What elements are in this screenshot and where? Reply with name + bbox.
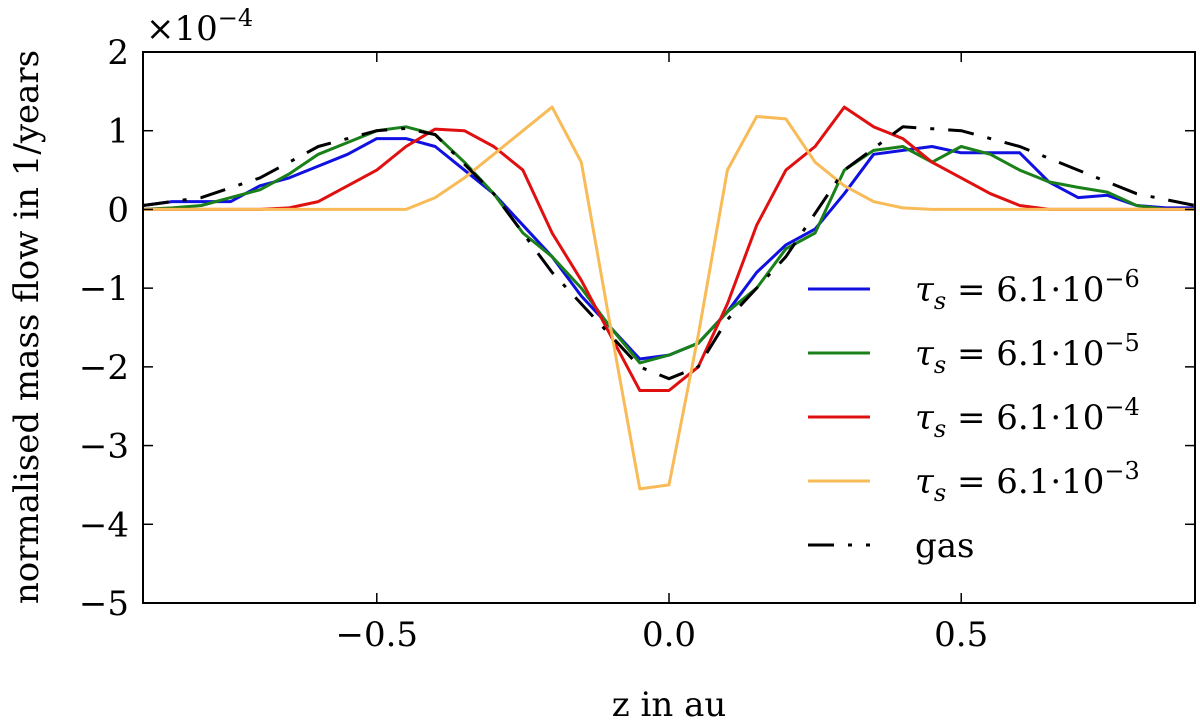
legend-subscript: s bbox=[934, 479, 946, 507]
legend-label-tau-6e-4: τs = 6.1·10−4 bbox=[915, 393, 1140, 443]
y-axis-label: normalised mass flow in 1/years bbox=[7, 50, 47, 604]
legend-label-gas: gas bbox=[915, 526, 974, 566]
legend-subscript: s bbox=[934, 287, 946, 315]
series-line-tau-6e-5 bbox=[143, 125, 1195, 365]
series-line-gas bbox=[143, 125, 1195, 381]
legend-subscript: s bbox=[934, 351, 946, 379]
legend-symbol: τ bbox=[915, 462, 935, 502]
y-tick-label: 0 bbox=[107, 190, 129, 230]
plot-frame bbox=[142, 51, 1196, 604]
x-axis-label: z in au bbox=[612, 685, 726, 725]
series-layer bbox=[143, 105, 1195, 491]
legend-exponent: −5 bbox=[1104, 329, 1139, 357]
legend-label-tau-6e-3: τs = 6.1·10−3 bbox=[915, 457, 1140, 507]
x-tick-label: 0.0 bbox=[642, 615, 696, 655]
legend-symbol: τ bbox=[915, 270, 935, 310]
y-tick-label: 2 bbox=[107, 33, 129, 73]
legend-equation: = 6.1·10 bbox=[946, 334, 1104, 374]
legend-exponent: −4 bbox=[1104, 393, 1139, 421]
legend-symbol: τ bbox=[915, 398, 935, 438]
x-tick-label: −0.5 bbox=[335, 615, 418, 655]
legend-symbol: τ bbox=[915, 334, 935, 374]
legend-label-tau-6e-6: τs = 6.1·10−6 bbox=[915, 265, 1140, 315]
y-tick-label: −1 bbox=[79, 269, 129, 309]
scale-exponent: −4 bbox=[218, 4, 253, 32]
legend: τs = 6.1·10−6τs = 6.1·10−5τs = 6.1·10−4τ… bbox=[808, 265, 1140, 566]
legend-equation: = 6.1·10 bbox=[946, 270, 1104, 310]
tick-layer: −0.5 0.0 0.5 2 1 0 −1 −2 −3 −4 −5 bbox=[79, 33, 1195, 655]
series-line-tau-6e-6 bbox=[143, 137, 1195, 361]
legend-exponent: −3 bbox=[1104, 457, 1139, 485]
legend-subscript: s bbox=[934, 415, 946, 443]
legend-label-tau-6e-5: τs = 6.1·10−5 bbox=[915, 329, 1140, 379]
y-tick-label: 1 bbox=[107, 112, 129, 152]
legend-equation: = 6.1·10 bbox=[946, 398, 1104, 438]
y-tick-label: −2 bbox=[79, 348, 129, 388]
scale-label: ×10−4 bbox=[146, 4, 253, 49]
series-line-tau-6e-4 bbox=[143, 105, 1195, 392]
y-tick-label: −3 bbox=[79, 427, 129, 467]
y-tick-label: −4 bbox=[79, 505, 129, 545]
x-tick-label: 0.5 bbox=[934, 615, 988, 655]
legend-exponent: −6 bbox=[1104, 265, 1139, 293]
legend-equation: gas bbox=[915, 526, 974, 566]
series-line-tau-6e-3 bbox=[143, 105, 1195, 491]
y-tick-label: −5 bbox=[79, 584, 129, 624]
legend-equation: = 6.1·10 bbox=[946, 462, 1104, 502]
